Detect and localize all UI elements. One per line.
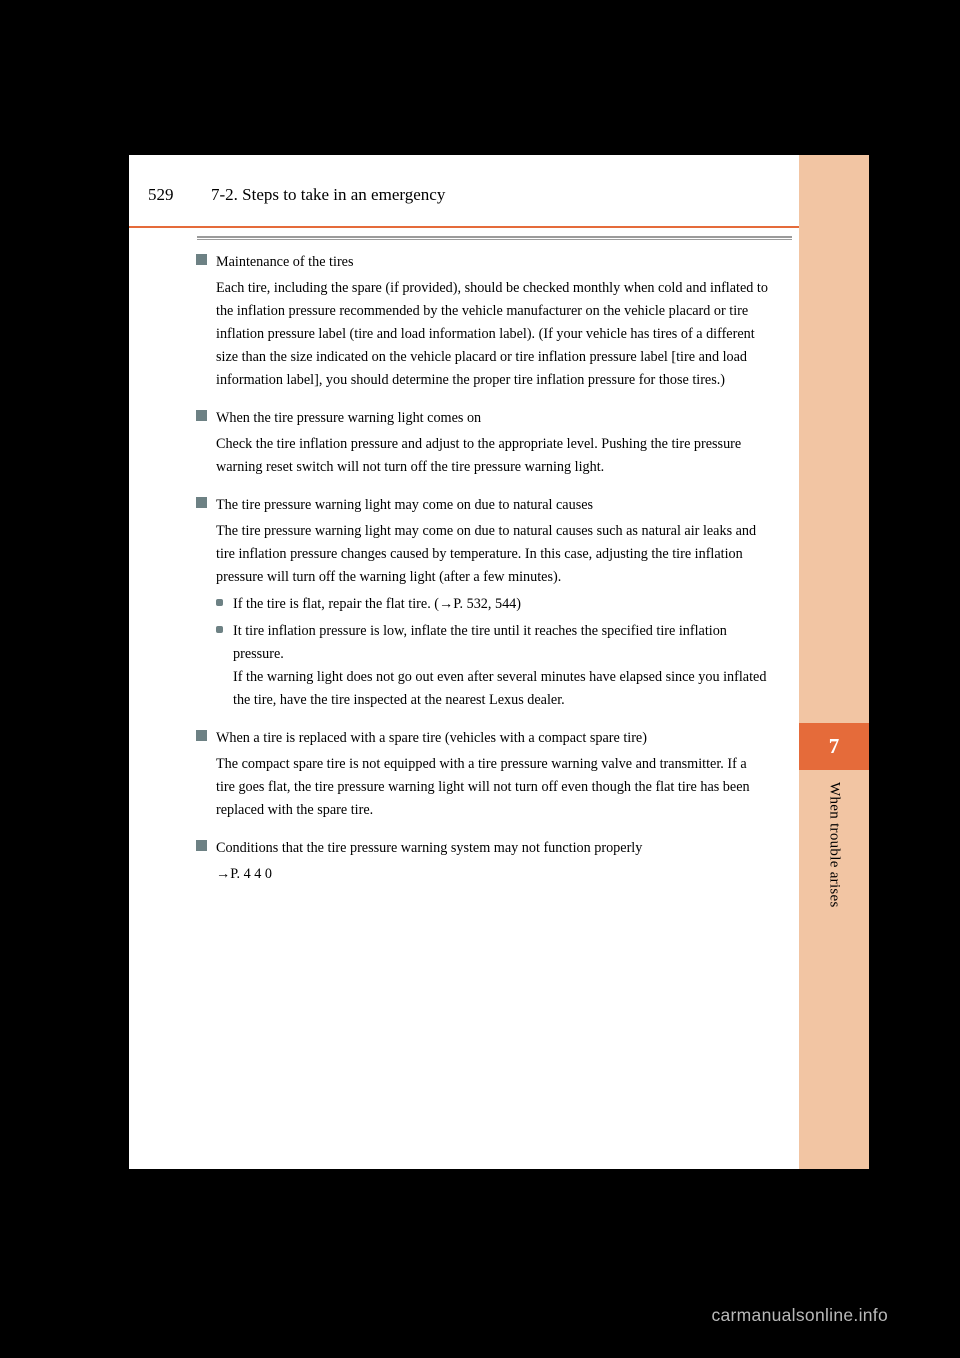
block-body: The compact spare tire is not equipped w… (216, 753, 769, 822)
body-content: Maintenance of the tires Each tire, incl… (196, 251, 769, 901)
chapter-number-chip: 7 (799, 723, 869, 770)
square-bullet-icon (196, 840, 207, 851)
block-title: Maintenance of the tires (216, 251, 769, 274)
square-bullet-icon (196, 730, 207, 741)
round-bullet-icon (216, 626, 223, 633)
side-tab-content: 7 When trouble arises (799, 723, 869, 908)
page-number: 529 (148, 185, 174, 205)
sub-item: It tire inflation pressure is low, infla… (216, 620, 769, 712)
page-header: 529 7-2. Steps to take in an emergency (129, 155, 799, 230)
square-bullet-icon (196, 497, 207, 508)
sub-item-text: If the tire is flat, repair the flat tir… (233, 593, 769, 616)
round-bullet-icon (216, 599, 223, 606)
section-breadcrumb: 7-2. Steps to take in an emergency (211, 185, 445, 205)
block-body: The tire pressure warning light may come… (216, 520, 769, 589)
block-title: The tire pressure warning light may come… (216, 494, 769, 517)
chapter-label-vertical: When trouble arises (826, 782, 843, 908)
block-title: Conditions that the tire pressure warnin… (216, 837, 769, 860)
block-natural-causes: The tire pressure warning light may come… (196, 494, 769, 712)
block-body: Check the tire inflation pressure and ad… (216, 433, 769, 479)
block-title: When the tire pressure warning light com… (216, 407, 769, 430)
side-tab: 7 When trouble arises (799, 155, 869, 1169)
watermark-text: carmanualsonline.info (711, 1305, 888, 1326)
block-spare-tire: When a tire is replaced with a spare tir… (196, 727, 769, 822)
paper: 529 7-2. Steps to take in an emergency M… (129, 155, 799, 1169)
square-bullet-icon (196, 410, 207, 421)
block-conditions: Conditions that the tire pressure warnin… (196, 837, 769, 886)
square-bullet-icon (196, 254, 207, 265)
sub-item: If the tire is flat, repair the flat tir… (216, 593, 769, 616)
header-rule-double (197, 236, 792, 241)
sub-item-text: It tire inflation pressure is low, infla… (233, 620, 769, 712)
block-body: →P. 4 4 0 (216, 863, 769, 886)
viewport: 529 7-2. Steps to take in an emergency M… (0, 0, 960, 1358)
block-maintenance: Maintenance of the tires Each tire, incl… (196, 251, 769, 392)
block-warning-light-on: When the tire pressure warning light com… (196, 407, 769, 479)
header-rule-accent (129, 226, 869, 228)
block-body: Each tire, including the spare (if provi… (216, 277, 769, 392)
block-title: When a tire is replaced with a spare tir… (216, 727, 769, 750)
